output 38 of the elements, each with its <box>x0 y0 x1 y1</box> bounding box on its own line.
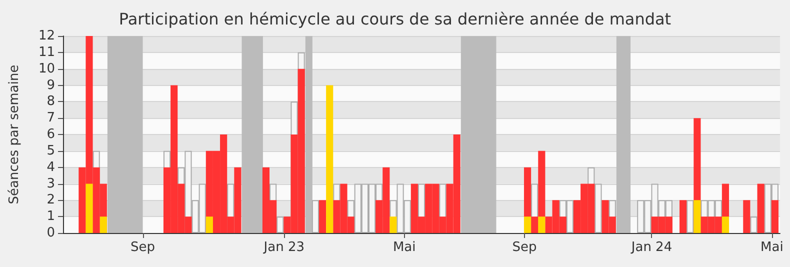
x-tick-label: Sep <box>512 240 537 255</box>
bar <box>531 216 538 233</box>
x-tick-label: Jan 24 <box>630 240 672 255</box>
bar <box>680 200 687 233</box>
x-tick-label: Sep <box>130 240 156 255</box>
y-tick-label: 11 <box>38 44 55 60</box>
bar <box>722 216 730 233</box>
bar <box>771 200 778 233</box>
bar <box>276 216 284 233</box>
bar <box>100 216 107 233</box>
y-tick-label: 5 <box>46 143 55 158</box>
y-axis-title: Séances par semaine <box>7 64 22 204</box>
bar <box>743 200 750 233</box>
bar <box>757 184 764 233</box>
chart-title: Participation en hémicycle au cours de sa dernière année de mandat <box>118 10 672 28</box>
y-tick-label: 2 <box>46 192 55 208</box>
x-tick-label: Jan 23 <box>262 240 305 255</box>
bar <box>390 216 397 233</box>
bar <box>750 216 758 233</box>
y-tick-label: 1 <box>46 209 55 224</box>
bar <box>538 216 546 233</box>
bar <box>694 200 701 233</box>
y-tick-label: 3 <box>46 176 55 192</box>
bar <box>524 216 532 233</box>
y-tick-label: 8 <box>46 94 55 110</box>
bar <box>326 85 334 233</box>
y-tick-label: 4 <box>46 160 55 175</box>
y-tick-label: 10 <box>38 61 55 76</box>
y-tick-label: 12 <box>38 28 55 44</box>
x-tick-label: Mai <box>760 240 784 255</box>
y-tick-label: 9 <box>46 78 55 93</box>
y-tick-label: 6 <box>46 127 55 142</box>
x-tick-label: Mai <box>392 240 416 255</box>
y-tick-label: 0 <box>46 226 55 240</box>
bar <box>206 216 213 233</box>
y-tick-label: 7 <box>46 110 55 126</box>
bar <box>318 200 326 233</box>
bar <box>86 184 93 233</box>
